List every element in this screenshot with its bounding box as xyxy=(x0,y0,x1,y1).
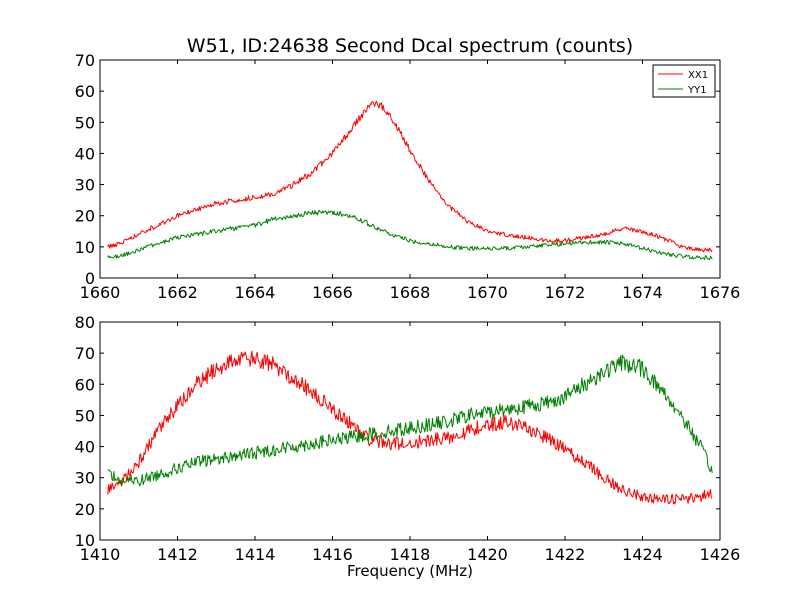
x-tick-label: 1664 xyxy=(235,283,276,302)
x-tick-label: 1666 xyxy=(312,283,353,302)
x-tick-label: 1424 xyxy=(622,545,663,564)
x-tick-label: 1414 xyxy=(235,545,276,564)
series-line-xx1 xyxy=(107,100,713,253)
x-tick-label: 1420 xyxy=(467,545,508,564)
legend-box xyxy=(652,64,716,98)
x-tick-label: 1422 xyxy=(545,545,586,564)
y-tick-label: 60 xyxy=(75,82,95,101)
y-tick-label: 40 xyxy=(75,438,95,457)
y-tick-label: 30 xyxy=(75,176,95,195)
x-axis-label: Frequency (MHz) xyxy=(347,562,473,580)
y-tick-label: 70 xyxy=(75,344,95,363)
series-line-yy1 xyxy=(107,354,713,487)
x-tick-label: 1670 xyxy=(467,283,508,302)
x-tick-label: 1410 xyxy=(80,545,121,564)
top-plot: 1660 1662 1664 1666 1668 1670 1672 1674 1676 0 10 2… xyxy=(75,51,741,302)
x-tick-label: 1662 xyxy=(157,283,198,302)
y-tick-label: 80 xyxy=(75,313,95,332)
y-tick-label: 50 xyxy=(75,113,95,132)
y-tick-label: 10 xyxy=(75,531,95,550)
y-tick-label: 20 xyxy=(75,207,95,226)
x-tick-label: 1416 xyxy=(312,545,353,564)
y-tick-label: 30 xyxy=(75,469,95,488)
x-tick-label: 1674 xyxy=(622,283,663,302)
chart-title: W51, ID:24638 Second Dcal spectrum (coun… xyxy=(187,35,633,57)
x-tick-label: 1426 xyxy=(700,545,741,564)
y-tick-label: 10 xyxy=(75,238,95,257)
x-tick-label: 1676 xyxy=(700,283,741,302)
series-line-yy1 xyxy=(107,209,713,261)
legend-label-yy1: YY1 xyxy=(687,85,707,96)
x-tick-label: 1668 xyxy=(390,283,431,302)
x-tick-label: 1672 xyxy=(545,283,586,302)
x-tick-label: 1418 xyxy=(390,545,431,564)
y-tick-label: 70 xyxy=(75,51,95,70)
y-tick-label: 50 xyxy=(75,406,95,425)
y-tick-label: 60 xyxy=(75,375,95,394)
series-line-xx1 xyxy=(107,350,713,505)
legend-label-xx1: XX1 xyxy=(688,70,708,81)
bottom-plot: 1410 1412 1414 1416 1418 1420 1422 1424 1426 10 20… xyxy=(75,313,741,564)
x-tick-label: 1412 xyxy=(157,545,198,564)
y-tick-label: 40 xyxy=(75,144,95,163)
y-tick-label: 20 xyxy=(75,500,95,519)
x-tick-label: 1660 xyxy=(80,283,121,302)
y-tick-label: 0 xyxy=(85,269,95,288)
